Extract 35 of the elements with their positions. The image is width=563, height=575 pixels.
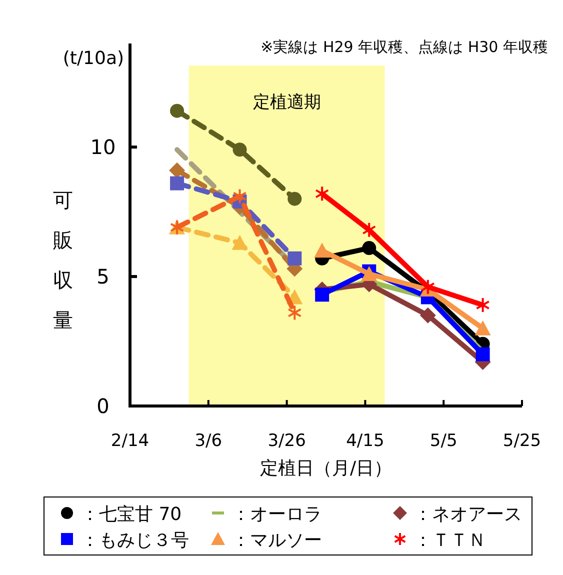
y-tick-label: 10 <box>90 135 116 160</box>
legend-label: ：ネオアース <box>414 504 522 525</box>
y-tick-label: 5 <box>96 264 110 289</box>
point <box>288 304 302 321</box>
point <box>232 234 248 250</box>
point <box>476 347 490 362</box>
x-tick-label: 5/25 <box>502 431 542 451</box>
point <box>420 307 436 324</box>
point <box>232 142 247 157</box>
x-tick-label: 3/26 <box>268 431 306 451</box>
x-tick-label: 4/15 <box>346 431 384 451</box>
point <box>314 242 330 258</box>
x-tick-label: 5/5 <box>430 431 458 451</box>
point <box>476 297 490 314</box>
point <box>288 192 302 206</box>
point <box>362 241 376 256</box>
point <box>315 186 330 202</box>
y-tick-label: 0 <box>96 394 110 418</box>
band-label: 定植適期 <box>252 92 321 112</box>
annotation: ※実線は H29 年収穫、点線は H30 年収穫 <box>260 38 548 56</box>
point <box>288 251 302 266</box>
point <box>474 320 491 336</box>
legend-label: ：マルソー <box>232 530 322 551</box>
point <box>232 188 247 204</box>
legend-label: ：もみじ３号 <box>81 530 189 551</box>
legend-label: ：七宝甘 70 <box>81 504 182 525</box>
point <box>315 288 330 302</box>
x-tick-label: 2/14 <box>110 431 150 451</box>
text: (t/10a) <box>62 48 124 69</box>
y-axis-title: 可販収量 <box>53 188 73 332</box>
x-axis-title: 定植日（月/日） <box>260 458 392 479</box>
legend-label: ：ＴＴＮ <box>414 530 486 551</box>
x-tick-label: 3/6 <box>194 431 222 451</box>
point <box>362 222 376 238</box>
legend-label: ：オーロラ <box>232 504 322 525</box>
